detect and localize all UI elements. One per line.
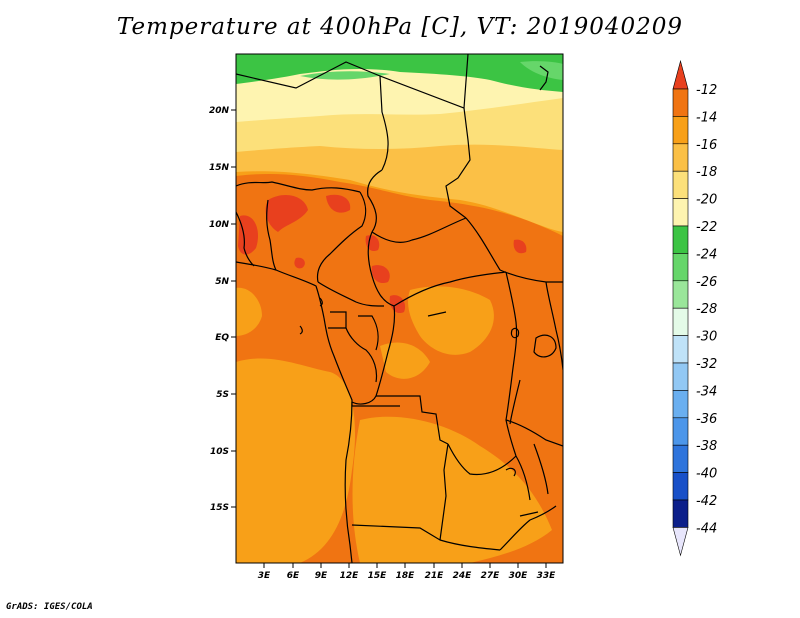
lon-label-9e: 9E bbox=[315, 571, 328, 581]
temperature-field bbox=[236, 54, 563, 563]
colorbar-label: -14 bbox=[696, 110, 717, 125]
colorbar-label: -24 bbox=[696, 247, 717, 262]
colorbar-label: -12 bbox=[696, 83, 717, 98]
colorbar: -12 -14 -16 -18 -20 -22 -24 -26 -28 -30 -32 -34 -36 -… bbox=[672, 59, 717, 557]
colorbar-label: -22 bbox=[696, 220, 717, 235]
lat-label-eq: EQ bbox=[215, 333, 229, 343]
colorbar-label: -16 bbox=[696, 138, 717, 153]
colorbar-label: -28 bbox=[696, 302, 717, 317]
colorbar-label: -18 bbox=[696, 165, 717, 180]
lon-label-33e: 33E bbox=[537, 571, 557, 581]
colorbar-label: -36 bbox=[696, 412, 717, 427]
map-title: Temperature at 400hPa [C], VT: 201904020… bbox=[116, 14, 684, 40]
lat-label-5s: 5S bbox=[216, 390, 229, 400]
colorbar-label: -34 bbox=[696, 384, 717, 399]
colorbar-swatch bbox=[672, 198, 689, 227]
colorbar-label: -40 bbox=[696, 467, 717, 482]
colorbar-swatch bbox=[672, 170, 689, 199]
colorbar-swatch bbox=[672, 225, 689, 254]
country-borders bbox=[236, 54, 563, 563]
colorbar-label: -44 bbox=[696, 521, 717, 536]
colorbar-swatch bbox=[672, 362, 689, 391]
colorbar-swatch bbox=[672, 88, 689, 117]
lat-label-5n: 5N bbox=[215, 277, 229, 287]
lat-label-10s: 10S bbox=[210, 447, 229, 457]
colorbar-swatch bbox=[672, 253, 689, 282]
colorbar-swatch bbox=[672, 499, 689, 528]
lon-label-30e: 30E bbox=[509, 571, 529, 581]
colorbar-swatch bbox=[672, 444, 689, 473]
lon-label-24e: 24E bbox=[453, 571, 473, 581]
lat-label-15s: 15S bbox=[210, 503, 229, 513]
lon-label-6e: 6E bbox=[287, 571, 300, 581]
colorbar-bottom-arrow bbox=[672, 527, 689, 557]
colorbar-swatch bbox=[672, 472, 689, 501]
colorbar-label: -20 bbox=[696, 193, 717, 208]
grads-credit: GrADS: IGES/COLA bbox=[6, 602, 93, 612]
lon-label-21e: 21E bbox=[425, 571, 445, 581]
colorbar-top-arrow bbox=[672, 59, 689, 90]
lon-label-3e: 3E bbox=[258, 571, 271, 581]
lat-label-15n: 15N bbox=[209, 163, 230, 173]
latitude-axis: 20N 15N 10N 5N EQ 5S 10S 15S bbox=[209, 106, 236, 513]
lon-label-12e: 12E bbox=[340, 571, 360, 581]
longitude-axis: 3E 6E 9E 12E 15E 18E 21E 24E 27E 30E 33E bbox=[258, 563, 556, 581]
colorbar-label: -38 bbox=[696, 439, 717, 454]
colorbar-label: -30 bbox=[696, 330, 717, 345]
colorbar-swatch bbox=[672, 280, 689, 309]
colorbar-label: -42 bbox=[696, 494, 717, 509]
colorbar-swatch bbox=[672, 417, 689, 446]
lat-label-20n: 20N bbox=[209, 106, 230, 116]
colorbar-swatch bbox=[672, 143, 689, 172]
lon-label-15e: 15E bbox=[368, 571, 388, 581]
colorbar-swatch bbox=[672, 307, 689, 336]
colorbar-label: -26 bbox=[696, 275, 717, 290]
colorbar-label: -32 bbox=[696, 357, 717, 372]
map-frame bbox=[235, 53, 564, 564]
lon-label-27e: 27E bbox=[481, 571, 501, 581]
colorbar-swatch bbox=[672, 335, 689, 364]
lon-label-18e: 18E bbox=[396, 571, 416, 581]
lat-label-10n: 10N bbox=[209, 220, 230, 230]
colorbar-swatch bbox=[672, 116, 689, 145]
colorbar-swatch bbox=[672, 390, 689, 419]
